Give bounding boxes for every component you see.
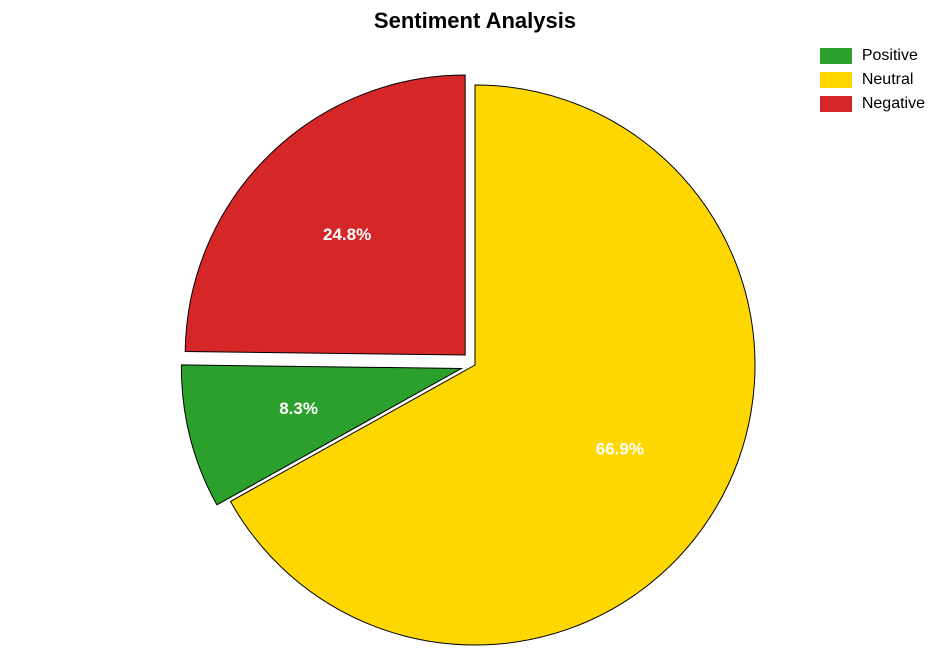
pie-slice-negative	[185, 75, 465, 355]
pie-chart-svg: 24.8% 8.3% 66.9%	[0, 20, 950, 662]
legend-item-negative: Negative	[820, 95, 925, 113]
legend-swatch-neutral	[820, 72, 852, 88]
legend: Positive Neutral Negative	[820, 47, 925, 119]
legend-label-positive: Positive	[862, 47, 918, 65]
legend-label-negative: Negative	[862, 95, 925, 113]
legend-label-neutral: Neutral	[862, 71, 914, 89]
pie-label-positive: 8.3%	[279, 399, 318, 418]
legend-swatch-positive	[820, 48, 852, 64]
pie-chart-container: 24.8% 8.3% 66.9%	[0, 20, 950, 662]
pie-label-neutral: 66.9%	[596, 440, 644, 459]
legend-item-neutral: Neutral	[820, 71, 925, 89]
legend-item-positive: Positive	[820, 47, 925, 65]
pie-label-negative: 24.8%	[323, 225, 371, 244]
legend-swatch-negative	[820, 96, 852, 112]
